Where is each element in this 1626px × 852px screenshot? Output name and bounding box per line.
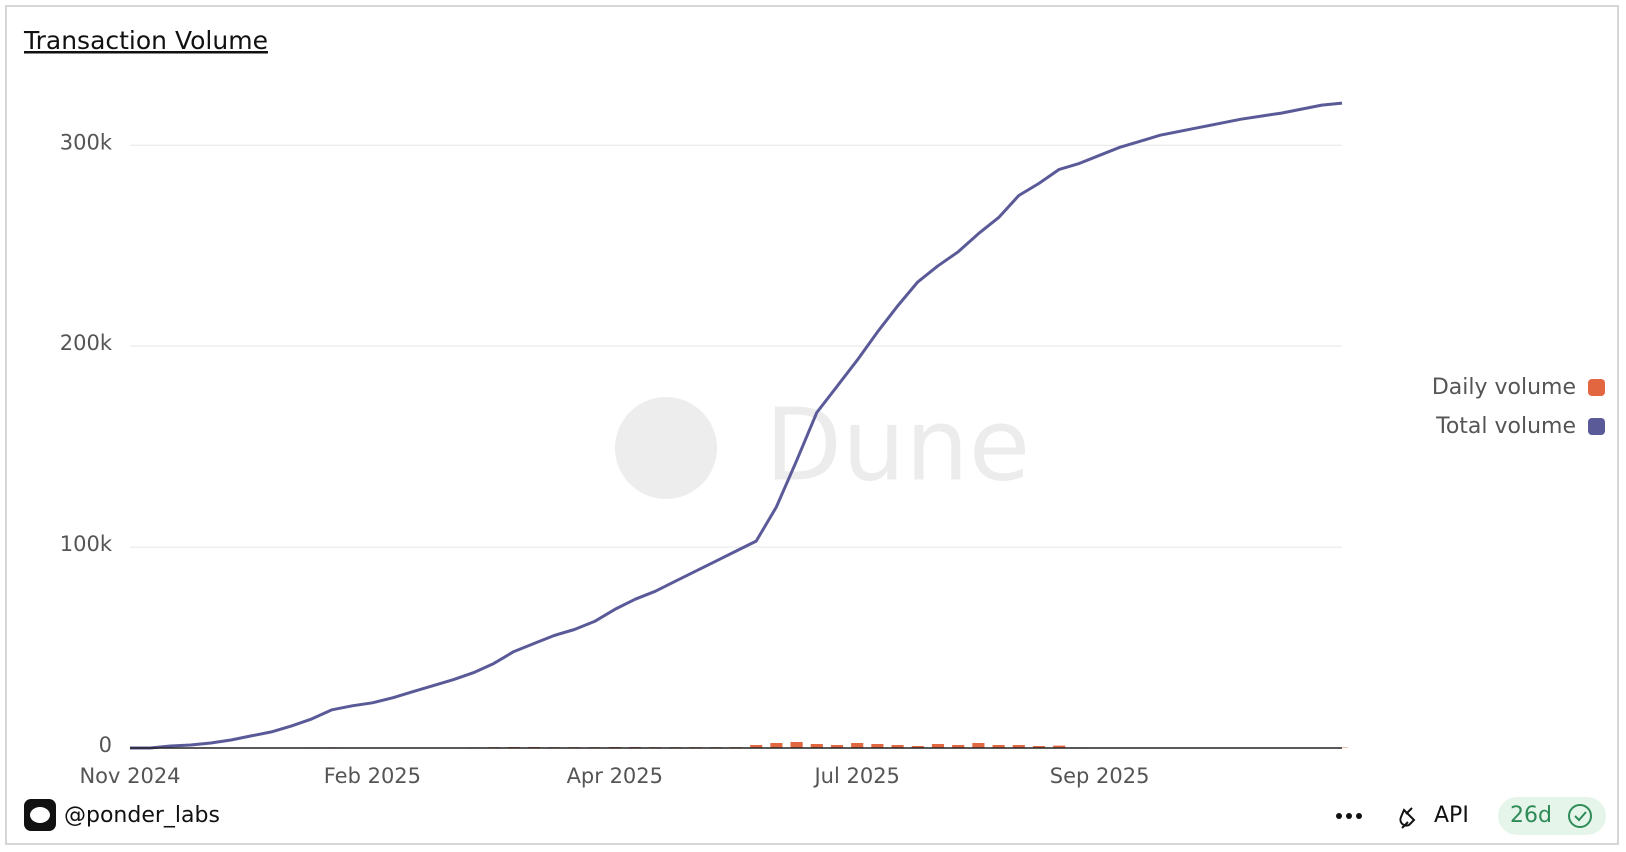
api-button[interactable]: API <box>1434 803 1469 828</box>
footer: @ponder_labs API 26d <box>24 797 1606 835</box>
check-icon <box>1568 804 1592 828</box>
x-tick-label: Feb 2025 <box>324 764 421 788</box>
bar <box>891 744 904 748</box>
y-tick-label: 100k <box>60 532 113 556</box>
dot <box>1356 813 1362 819</box>
watermark: Dune <box>615 386 1030 503</box>
avatar-icon <box>30 807 50 823</box>
x-tick-label: Apr 2025 <box>567 764 663 788</box>
bar <box>931 743 945 748</box>
x-tick-label: Sep 2025 <box>1050 764 1150 788</box>
chart-title[interactable]: Transaction Volume <box>23 26 268 55</box>
legend-label: Daily volume <box>1432 375 1576 400</box>
user-name[interactable]: @ponder_labs <box>64 803 220 828</box>
y-tick-label: 200k <box>60 331 113 355</box>
bar <box>750 744 763 748</box>
bar <box>1012 744 1025 748</box>
bar <box>1032 745 1046 748</box>
x-tick-label: Nov 2024 <box>79 764 180 788</box>
bar <box>770 742 783 748</box>
age-text: 26d <box>1510 803 1552 828</box>
bar <box>992 744 1005 748</box>
bar <box>911 745 924 748</box>
bar <box>972 742 985 748</box>
bar <box>790 741 803 748</box>
x-tick-label: Jul 2025 <box>812 764 899 788</box>
check-mark <box>1574 811 1587 822</box>
bar <box>851 742 864 748</box>
legend-swatch <box>1588 379 1605 396</box>
more-button[interactable] <box>1336 813 1362 819</box>
line <box>130 101 1343 750</box>
watermark-text: Dune <box>765 386 1030 503</box>
dot <box>1346 813 1352 819</box>
bar <box>810 743 823 748</box>
plot: 0 100k 200k 300k Nov 2024 Feb 2025 Apr 2025 Jul… <box>60 101 1605 788</box>
dot <box>1336 813 1342 819</box>
bar <box>871 743 884 748</box>
y-tick-label: 300k <box>60 130 113 154</box>
watermark-logo <box>615 397 717 499</box>
bar <box>1053 745 1066 748</box>
api-icon <box>1399 807 1416 829</box>
legend-label: Total volume <box>1435 414 1576 439</box>
y-tick-label: 0 <box>99 733 112 757</box>
bar <box>830 744 844 748</box>
bar <box>952 744 965 748</box>
legend-swatch <box>1588 418 1605 435</box>
age-badge <box>1498 797 1606 835</box>
